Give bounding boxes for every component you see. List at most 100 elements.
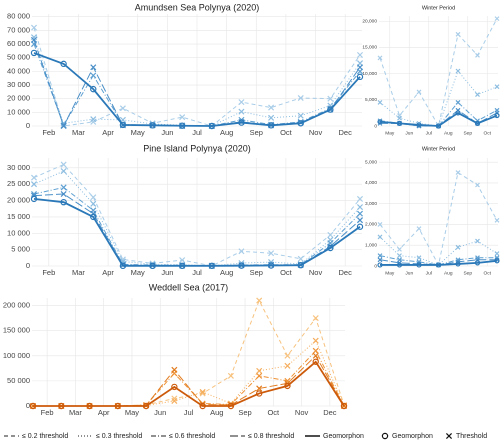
x-tick-label: May — [131, 128, 145, 137]
y-tick-label: 50 000 — [7, 376, 30, 385]
x-tick-label: Jul — [184, 408, 194, 417]
chart-title: Winter Period — [422, 5, 455, 11]
x-tick-label: Oct — [280, 268, 293, 277]
legend-label: Threshold — [456, 433, 487, 440]
x-tick-label: Feb — [42, 268, 55, 277]
marker-x — [179, 114, 186, 121]
marker-circle — [208, 122, 216, 130]
marker-x — [238, 248, 245, 255]
marker-x — [90, 200, 97, 207]
y-tick-label: 20 000 — [7, 196, 30, 205]
marker-x — [327, 95, 334, 102]
legend-label: ≤ 0.2 threshold — [22, 433, 68, 440]
y-tick-label: 150 000 — [3, 326, 30, 335]
y-tick-label: 2,000 — [365, 222, 377, 228]
marker-circle — [377, 262, 383, 268]
series-line — [33, 198, 361, 267]
marker-x — [377, 100, 383, 105]
x-tick-label: Oct — [484, 130, 492, 136]
x-tick-label: Mar — [72, 128, 85, 137]
series-line — [380, 259, 498, 266]
marker-x — [416, 255, 422, 261]
marker-x — [60, 122, 67, 130]
marker-circle — [284, 382, 291, 390]
y-tick-label: 15 000 — [7, 212, 30, 221]
marker-x — [119, 256, 126, 263]
marker-circle — [171, 383, 178, 391]
marker-circle — [312, 358, 319, 365]
marker-x — [256, 367, 263, 374]
marker-circle — [199, 402, 206, 410]
y-tick-label: 0 — [26, 121, 30, 130]
marker-x — [356, 204, 364, 211]
y-tick-label: 10 000 — [7, 107, 30, 116]
legend-marker — [381, 432, 389, 440]
y-tick-label: 4,000 — [365, 180, 377, 186]
x-tick-label: Jul — [426, 270, 432, 276]
marker-circle — [30, 49, 38, 57]
marker-circle — [30, 195, 38, 203]
marker-x — [475, 52, 480, 58]
x-tick-label: Sep — [250, 268, 263, 277]
marker-circle — [297, 120, 304, 127]
marker-circle — [208, 262, 216, 270]
x-tick-label: Apr — [98, 408, 110, 417]
x-tick-label: Aug — [444, 130, 453, 136]
series-line — [33, 52, 361, 127]
marker-circle — [327, 244, 334, 252]
series-line — [33, 163, 361, 267]
marker-x — [397, 253, 402, 259]
y-tick-label: 10 000 — [7, 228, 30, 237]
y-tick-label: 60 000 — [7, 39, 30, 48]
x-tick-label: Oct — [280, 128, 293, 137]
marker-x — [199, 390, 206, 397]
x-tick-label: Mar — [69, 408, 82, 417]
x-tick-label: Jun — [405, 270, 413, 276]
x-tick-label: May — [385, 270, 395, 276]
marker-circle — [227, 402, 235, 410]
marker-circle — [178, 262, 186, 270]
legend-marker — [445, 432, 453, 440]
chart-title: Amundsen Sea Polynya (2020) — [135, 2, 260, 12]
marker-x — [356, 210, 364, 217]
marker-x — [171, 395, 178, 402]
marker-circle — [327, 106, 334, 113]
marker-circle — [60, 198, 67, 206]
marker-x — [312, 352, 319, 359]
x-tick-label: Sep — [238, 408, 251, 417]
x-tick-label: Nov — [295, 408, 309, 417]
marker-circle — [396, 120, 403, 126]
marker-circle — [90, 85, 97, 93]
x-tick-label: Jun — [161, 128, 173, 137]
x-tick-label: Oct — [484, 270, 492, 276]
marker-x — [30, 181, 38, 188]
x-tick-label: Dec — [339, 128, 353, 137]
marker-x — [455, 31, 461, 37]
x-tick-label: Jul — [426, 130, 432, 136]
marker-circle — [60, 60, 67, 68]
marker-x — [455, 68, 461, 74]
marker-x — [256, 372, 263, 379]
marker-circle — [494, 112, 500, 119]
y-tick-label: 0 — [374, 123, 377, 129]
marker-circle — [435, 262, 442, 268]
marker-x — [60, 161, 67, 168]
marker-circle — [238, 262, 245, 269]
marker-x — [356, 64, 364, 71]
y-tick-label: 100 000 — [3, 351, 30, 360]
marker-x — [475, 238, 480, 244]
marker-x — [416, 89, 422, 95]
marker-x — [494, 16, 500, 22]
series-line — [33, 39, 361, 128]
x-tick-label: May — [131, 268, 145, 277]
y-tick-label: 200 000 — [3, 301, 30, 310]
marker-x — [284, 377, 291, 384]
marker-x — [377, 253, 383, 259]
x-tick-label: Oct — [267, 408, 280, 417]
marker-x — [90, 118, 97, 125]
marker-x — [494, 251, 500, 256]
x-tick-label: Nov — [309, 128, 323, 137]
marker-circle — [356, 73, 364, 81]
marker-x — [297, 255, 304, 262]
marker-circle — [238, 119, 245, 126]
